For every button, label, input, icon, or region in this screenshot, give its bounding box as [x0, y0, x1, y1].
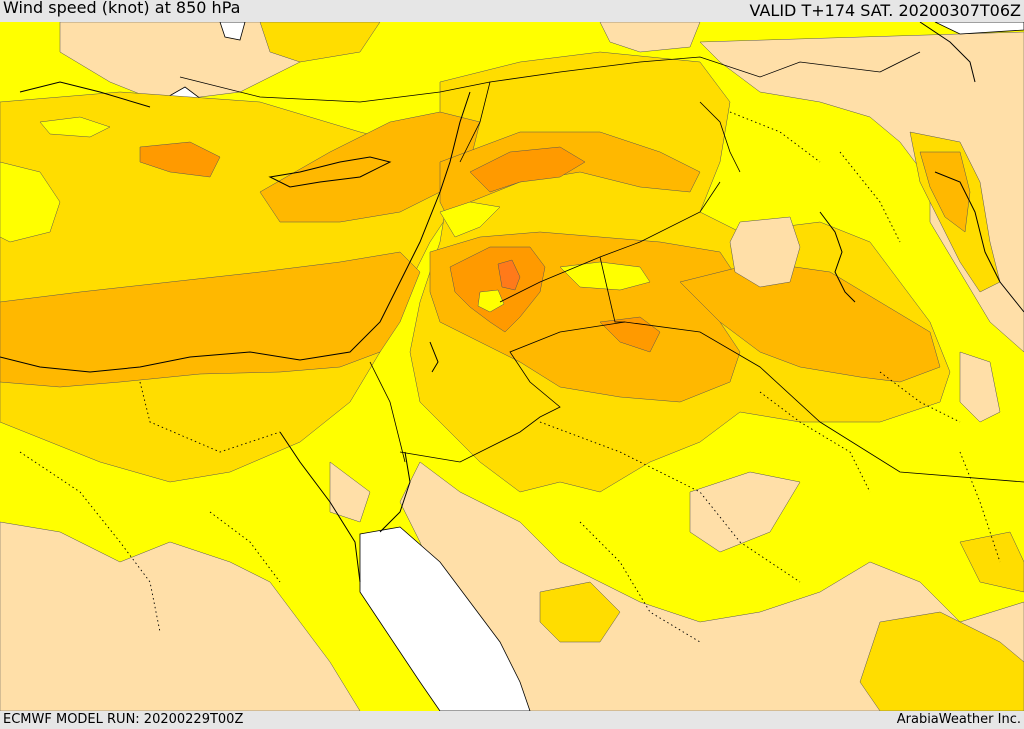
coastlines [0, 22, 1024, 583]
peak-zones [497, 259, 521, 291]
credit: ArabiaWeather Inc. [896, 712, 1021, 727]
valid-time: VALID T+174 SAT. 20200307T06Z [749, 1, 1021, 20]
map-canvas [0, 22, 1024, 711]
orange-zones [449, 146, 661, 353]
wind-speed-map [0, 22, 1024, 711]
country-borders [179, 51, 1024, 483]
map-title: Wind speed (knot) at 850 hPa [3, 0, 241, 17]
map-header: Wind speed (knot) at 850 hPa VALID T+174… [0, 0, 1024, 22]
model-run: ECMWF MODEL RUN: 20200229T00Z [3, 712, 244, 727]
calm-regions [0, 22, 1024, 711]
yellow-pockets [0, 116, 801, 313]
map-footer: ECMWF MODEL RUN: 20200229T00Z ArabiaWeat… [0, 711, 1024, 729]
region-boundaries [19, 111, 1001, 643]
